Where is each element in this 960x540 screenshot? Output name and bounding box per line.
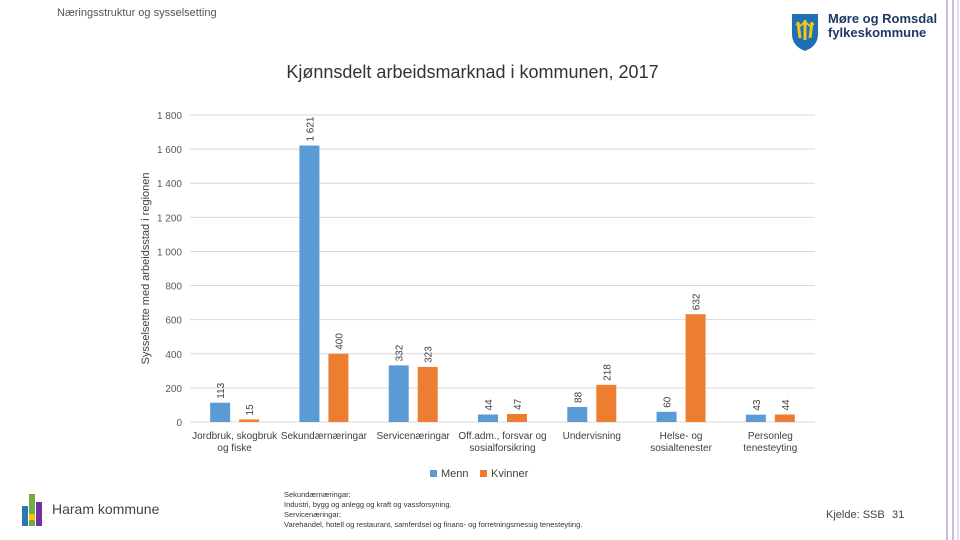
y-tick-label: 1 800 xyxy=(157,111,182,122)
y-tick-label: 400 xyxy=(165,350,182,361)
coat-of-arms-icon xyxy=(792,14,818,51)
x-tick-label: Off.adm., forsvar og xyxy=(458,431,546,442)
data-label: 400 xyxy=(334,333,345,350)
data-label: 332 xyxy=(395,344,406,361)
legend-swatch-kvinner xyxy=(480,470,487,477)
x-tick-label: sosialforsikring xyxy=(469,443,535,454)
y-tick-label: 1 400 xyxy=(157,179,182,190)
data-label: 44 xyxy=(484,399,495,411)
data-label: 1 621 xyxy=(305,116,316,141)
data-label: 88 xyxy=(573,391,584,403)
legend-label: Kvinner xyxy=(491,468,529,480)
footnote-line: Servicenæringar: xyxy=(284,510,342,519)
footnote-line: Sekundærnæringar: xyxy=(284,490,351,499)
decorative-stripes xyxy=(946,0,959,540)
x-tick-label: Servicenæringar xyxy=(377,431,451,442)
footnote-line: Industri, bygg og anlegg og kraft og vas… xyxy=(284,500,452,509)
source-label: Kjelde: SSB xyxy=(826,509,885,521)
x-tick-label: Jordbruk, skogbruk xyxy=(192,431,278,442)
x-tick-label: Helse- og xyxy=(660,431,703,442)
municipality-name: Haram kommune xyxy=(52,501,160,517)
y-tick-label: 1 000 xyxy=(157,247,182,258)
bar-kvinner xyxy=(685,314,706,422)
chart-title: Kjønnsdelt arbeidsmarknad i kommunen, 20… xyxy=(286,62,659,82)
logo-line-2: fylkeskommune xyxy=(828,25,927,40)
x-tick-label: Sekundærnæringar xyxy=(281,431,368,442)
x-tick-label: tenesteyting xyxy=(743,443,797,454)
bar-kvinner xyxy=(417,366,438,422)
logo: Møre og Romsdal fylkeskommune xyxy=(790,12,937,52)
bar-kvinner xyxy=(596,384,617,422)
y-axis-title: Sysselsette med arbeidsstad i regionen xyxy=(140,173,152,365)
bar-menn xyxy=(567,406,588,422)
data-label: 323 xyxy=(424,346,435,363)
header-subtitle: Næringsstruktur og sysselsetting xyxy=(57,7,217,19)
y-tick-label: 1 200 xyxy=(157,213,182,224)
bar-menn xyxy=(745,414,766,422)
bar-kvinner xyxy=(774,414,795,422)
data-label: 218 xyxy=(602,364,613,381)
data-label: 44 xyxy=(781,399,792,411)
data-label: 15 xyxy=(245,404,256,416)
bar-menn xyxy=(388,365,409,422)
data-label: 113 xyxy=(216,382,227,398)
bar-menn xyxy=(478,414,498,422)
footer-municipality: Haram kommune xyxy=(22,492,159,526)
bar-kvinner xyxy=(239,419,260,422)
x-tick-label: Personleg xyxy=(748,431,793,442)
bar-kvinner xyxy=(507,413,527,422)
x-tick-label: og fiske xyxy=(217,443,252,454)
data-label: 60 xyxy=(663,396,674,408)
y-tick-label: 1 600 xyxy=(157,145,182,156)
data-label: 632 xyxy=(692,293,703,310)
y-tick-label: 600 xyxy=(165,316,182,327)
bar-menn xyxy=(299,145,320,422)
data-label: 43 xyxy=(752,399,763,411)
x-tick-label: Undervisning xyxy=(563,431,621,442)
municipality-logo-icon xyxy=(22,494,42,526)
bar-chart: 0 200 400 600 800 1 000 1 200 1 400 1 600 1 800 Sy… xyxy=(140,111,815,480)
footnote: Sekundærnæringar: Industri, bygg og anle… xyxy=(284,490,582,530)
legend-label: Menn xyxy=(441,468,469,480)
page-number: 31 xyxy=(892,509,905,521)
y-tick-label: 0 xyxy=(176,418,182,429)
bar-menn xyxy=(656,411,677,422)
y-tick-label: 200 xyxy=(165,384,182,395)
legend-swatch-menn xyxy=(430,470,437,477)
bar-kvinner xyxy=(328,353,349,422)
x-tick-label: sosialtenester xyxy=(650,443,712,454)
y-tick-label: 800 xyxy=(165,282,182,293)
footnote-line: Varehandel, hotell og restaurant, samfer… xyxy=(284,520,583,529)
bar-menn xyxy=(210,402,231,422)
data-label: 47 xyxy=(513,398,524,410)
logo-line-1: Møre og Romsdal xyxy=(828,11,938,26)
